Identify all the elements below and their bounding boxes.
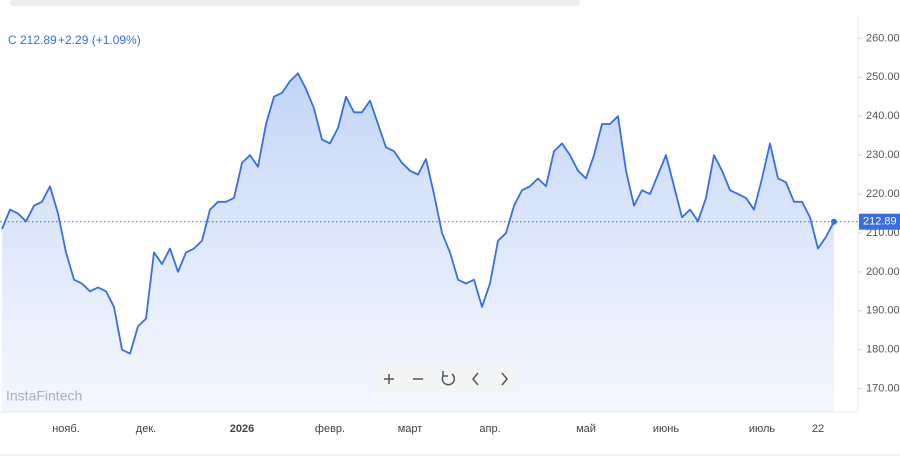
scroll-right-button[interactable] — [491, 364, 519, 394]
y-tick-label: 230.00 — [866, 149, 900, 161]
reset-button[interactable] — [433, 364, 461, 394]
header-price: 212.89 — [20, 33, 57, 47]
scroll-left-button[interactable] — [462, 364, 490, 394]
y-tick-label: 250.00 — [866, 71, 900, 83]
watermark: InstaFintech — [6, 388, 82, 404]
y-tick-label: 190.00 — [866, 305, 900, 317]
zoom-out-button[interactable] — [404, 364, 432, 394]
zoom-controls — [375, 364, 519, 394]
x-tick-label: 22 — [812, 423, 824, 435]
x-tick-label: февр. — [315, 423, 345, 435]
x-tick-label: июль — [749, 423, 776, 435]
zoom-in-button[interactable] — [375, 364, 403, 394]
area — [2, 73, 834, 412]
x-tick-label: апр. — [479, 423, 500, 435]
header-symbol: C — [8, 33, 17, 47]
price-badge-label: 212.89 — [863, 216, 897, 228]
y-tick-label: 220.00 — [866, 188, 900, 200]
y-tick-label: 240.00 — [866, 110, 900, 122]
last-point — [831, 218, 837, 225]
y-tick-label: 210.00 — [866, 227, 900, 239]
x-tick-label: нояб. — [52, 423, 80, 435]
y-tick-label: 180.00 — [866, 344, 900, 356]
price-badge — [859, 213, 900, 230]
y-tick-label: 260.00 — [866, 32, 900, 44]
x-tick-label: июнь — [653, 423, 679, 435]
y-tick-label: 200.00 — [866, 266, 900, 278]
x-tick-label: дек. — [136, 423, 156, 435]
price-line — [1, 72, 835, 355]
y-tick-label: 170.00 — [866, 383, 900, 395]
x-tick-label: май — [576, 423, 596, 435]
x-tick-label: 2026 — [230, 423, 254, 435]
x-tick-label: март — [398, 423, 423, 435]
plot — [0, 72, 858, 412]
top-bar — [10, 0, 580, 6]
header-change: +2.29 (+1.09%) — [58, 33, 141, 47]
